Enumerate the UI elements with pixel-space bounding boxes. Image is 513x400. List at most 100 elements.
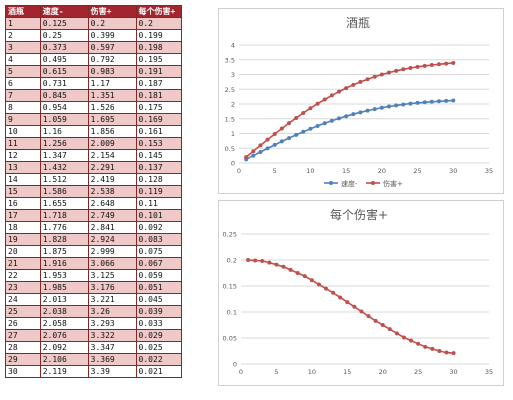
header-bottle[interactable]: 酒瓶	[5, 5, 41, 18]
table-cell[interactable]: 0.128	[135, 173, 183, 186]
data-point[interactable]	[408, 65, 413, 70]
table-cell[interactable]: 2.154	[87, 149, 137, 162]
table-cell[interactable]: 14	[5, 173, 41, 186]
table-cell[interactable]: 7	[5, 89, 41, 102]
table-cell[interactable]: 12	[5, 149, 41, 162]
data-point[interactable]	[429, 63, 434, 68]
data-point[interactable]	[387, 327, 392, 332]
table-cell[interactable]: 3.369	[87, 353, 137, 366]
table-cell[interactable]: 4	[5, 53, 41, 66]
table-cell[interactable]: 1.695	[87, 113, 137, 126]
table-cell[interactable]: 0.033	[135, 317, 183, 330]
data-point[interactable]	[444, 61, 449, 66]
table-cell[interactable]: 1.655	[39, 197, 89, 210]
data-point[interactable]	[337, 89, 341, 94]
table-cell[interactable]: 0.022	[135, 353, 183, 366]
table-cell[interactable]: 0.039	[135, 305, 183, 318]
data-point[interactable]	[394, 103, 399, 108]
table-cell[interactable]: 0.083	[135, 233, 183, 246]
table-cell[interactable]: 0.101	[135, 209, 183, 222]
table-cell[interactable]: 0.2	[87, 17, 137, 30]
table-cell[interactable]: 0.029	[135, 329, 183, 342]
data-point[interactable]	[365, 77, 370, 82]
table-cell[interactable]: 1.059	[39, 113, 89, 126]
table-cell[interactable]: 11	[5, 137, 41, 150]
data-point[interactable]	[315, 101, 320, 106]
data-point[interactable]	[338, 295, 343, 300]
data-point[interactable]	[373, 318, 378, 323]
table-cell[interactable]: 0.092	[135, 221, 183, 234]
data-point[interactable]	[265, 137, 270, 142]
table-cell[interactable]: 1.776	[39, 221, 89, 234]
data-point[interactable]	[358, 79, 363, 84]
table-cell[interactable]: 3	[5, 41, 41, 54]
data-point[interactable]	[380, 323, 385, 327]
table-cell[interactable]: 0.731	[39, 77, 89, 90]
data-point[interactable]	[265, 146, 270, 151]
table-cell[interactable]: 3.322	[87, 329, 137, 342]
data-point[interactable]	[429, 99, 434, 104]
table-cell[interactable]: 26	[5, 317, 41, 330]
table-cell[interactable]: 23	[5, 281, 41, 294]
table-cell[interactable]: 17	[5, 209, 41, 222]
table-cell[interactable]: 2.648	[87, 197, 137, 210]
table-cell[interactable]: 2.009	[87, 137, 137, 150]
table-cell[interactable]: 0.161	[135, 125, 183, 138]
data-point[interactable]	[401, 67, 406, 72]
table-cell[interactable]: 3.293	[87, 317, 137, 330]
data-point[interactable]	[437, 99, 441, 104]
table-cell[interactable]: 0.845	[39, 89, 89, 102]
table-cell[interactable]: 0.11	[135, 197, 183, 210]
data-point[interactable]	[444, 350, 449, 355]
table-cell[interactable]: 0.125	[39, 17, 89, 30]
data-point[interactable]	[294, 115, 299, 120]
table-cell[interactable]: 2.092	[39, 341, 89, 354]
data-point[interactable]	[359, 309, 364, 314]
table-cell[interactable]: 2.106	[39, 353, 89, 366]
data-point[interactable]	[394, 68, 399, 73]
data-point[interactable]	[287, 121, 291, 126]
data-point[interactable]	[272, 132, 277, 137]
data-point[interactable]	[401, 335, 406, 340]
table-cell[interactable]: 30	[5, 365, 41, 378]
table-cell[interactable]: 2.013	[39, 293, 89, 306]
data-point[interactable]	[416, 341, 421, 346]
data-point[interactable]	[322, 121, 327, 126]
table-cell[interactable]: 1.875	[39, 245, 89, 258]
table-cell[interactable]: 1.856	[87, 125, 137, 138]
table-cell[interactable]: 2.076	[39, 329, 89, 342]
table-cell[interactable]: 0.615	[39, 65, 89, 78]
data-point[interactable]	[302, 274, 307, 279]
data-point[interactable]	[258, 149, 263, 154]
table-cell[interactable]: 0.145	[135, 149, 183, 162]
table-cell[interactable]: 1.985	[39, 281, 89, 294]
data-point[interactable]	[415, 100, 420, 105]
table-cell[interactable]: 0.373	[39, 41, 89, 54]
table-cell[interactable]: 10	[5, 125, 41, 138]
table-cell[interactable]: 25	[5, 305, 41, 318]
table-cell[interactable]: 1.526	[87, 101, 137, 114]
table-cell[interactable]: 13	[5, 161, 41, 174]
table-cell[interactable]: 0.187	[135, 77, 183, 90]
data-point[interactable]	[422, 100, 427, 105]
data-point[interactable]	[301, 110, 306, 115]
table-cell[interactable]: 0.954	[39, 101, 89, 114]
table-cell[interactable]: 0.191	[135, 65, 183, 78]
data-point[interactable]	[315, 123, 320, 128]
chart-panel-bottle[interactable]: 酒瓶 0 0.5 1 1.5 2 2.5 3 3.5 4 0 5 10 15 20 25 30 35 速度- 伤害+	[218, 8, 504, 194]
header-speed[interactable]: 速度-	[39, 5, 89, 18]
table-cell[interactable]: 3.347	[87, 341, 137, 354]
data-point[interactable]	[322, 97, 327, 102]
table-cell[interactable]: 21	[5, 257, 41, 270]
data-point[interactable]	[387, 104, 391, 109]
data-point[interactable]	[366, 314, 371, 319]
data-point[interactable]	[316, 282, 321, 287]
table-cell[interactable]: 1.828	[39, 233, 89, 246]
data-point[interactable]	[301, 129, 306, 134]
table-cell[interactable]: 0.059	[135, 269, 183, 282]
data-point[interactable]	[279, 126, 284, 131]
table-cell[interactable]: 0.067	[135, 257, 183, 270]
table-cell[interactable]: 0.175	[135, 101, 183, 114]
data-point[interactable]	[329, 118, 334, 123]
data-point[interactable]	[351, 112, 356, 117]
